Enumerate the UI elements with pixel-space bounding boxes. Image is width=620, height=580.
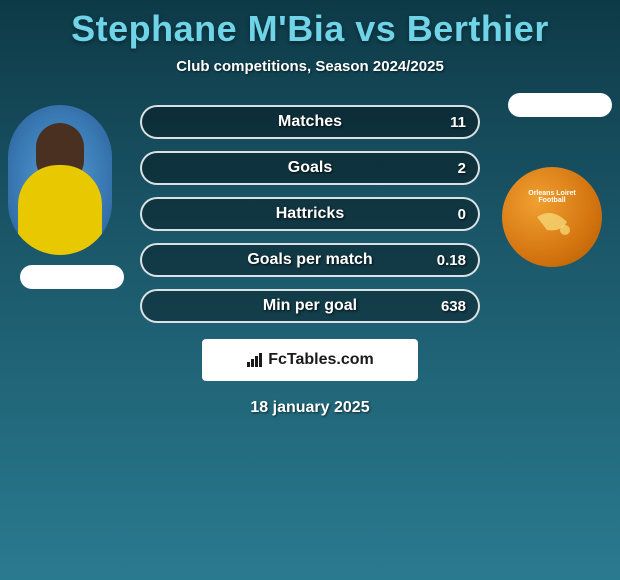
comparison-subtitle: Club competitions, Season 2024/2025 — [0, 58, 620, 75]
date-text: 18 january 2025 — [0, 399, 620, 417]
club-badge-icon: Orleans Loiret Football — [517, 182, 587, 252]
player-right-badge: Orleans Loiret Football — [502, 167, 602, 267]
stat-label: Goals — [142, 159, 478, 177]
stats-list: Matches 11 Goals 2 Hattricks 0 Goals per… — [140, 105, 480, 323]
comparison-title: Stephane M'Bia vs Berthier — [0, 0, 620, 50]
stat-row-min-per-goal: Min per goal 638 — [140, 289, 480, 323]
stat-value: 0 — [458, 206, 466, 223]
content-area: Orleans Loiret Football Matches 11 Goals… — [0, 105, 620, 417]
stat-row-matches: Matches 11 — [140, 105, 480, 139]
stat-row-goals-per-match: Goals per match 0.18 — [140, 243, 480, 277]
stat-label: Min per goal — [142, 297, 478, 315]
chart-icon — [246, 353, 264, 367]
stat-value: 11 — [450, 114, 466, 131]
stat-value: 638 — [441, 298, 466, 315]
stat-label: Hattricks — [142, 205, 478, 223]
stat-label: Goals per match — [142, 251, 478, 269]
stat-value: 0.18 — [437, 252, 466, 269]
stat-row-goals: Goals 2 — [140, 151, 480, 185]
player-left-avatar — [8, 105, 112, 255]
player-right-pill — [508, 93, 612, 117]
stat-value: 2 — [458, 160, 466, 177]
club-badge-text: Orleans Loiret Football — [517, 190, 587, 204]
stat-label: Matches — [142, 113, 478, 131]
club-name: Orleans Loiret Football — [528, 190, 575, 204]
branding-box[interactable]: FcTables.com — [202, 339, 418, 381]
player-left-pill — [20, 265, 124, 289]
branding-text: FcTables.com — [268, 351, 374, 369]
stat-row-hattricks: Hattricks 0 — [140, 197, 480, 231]
